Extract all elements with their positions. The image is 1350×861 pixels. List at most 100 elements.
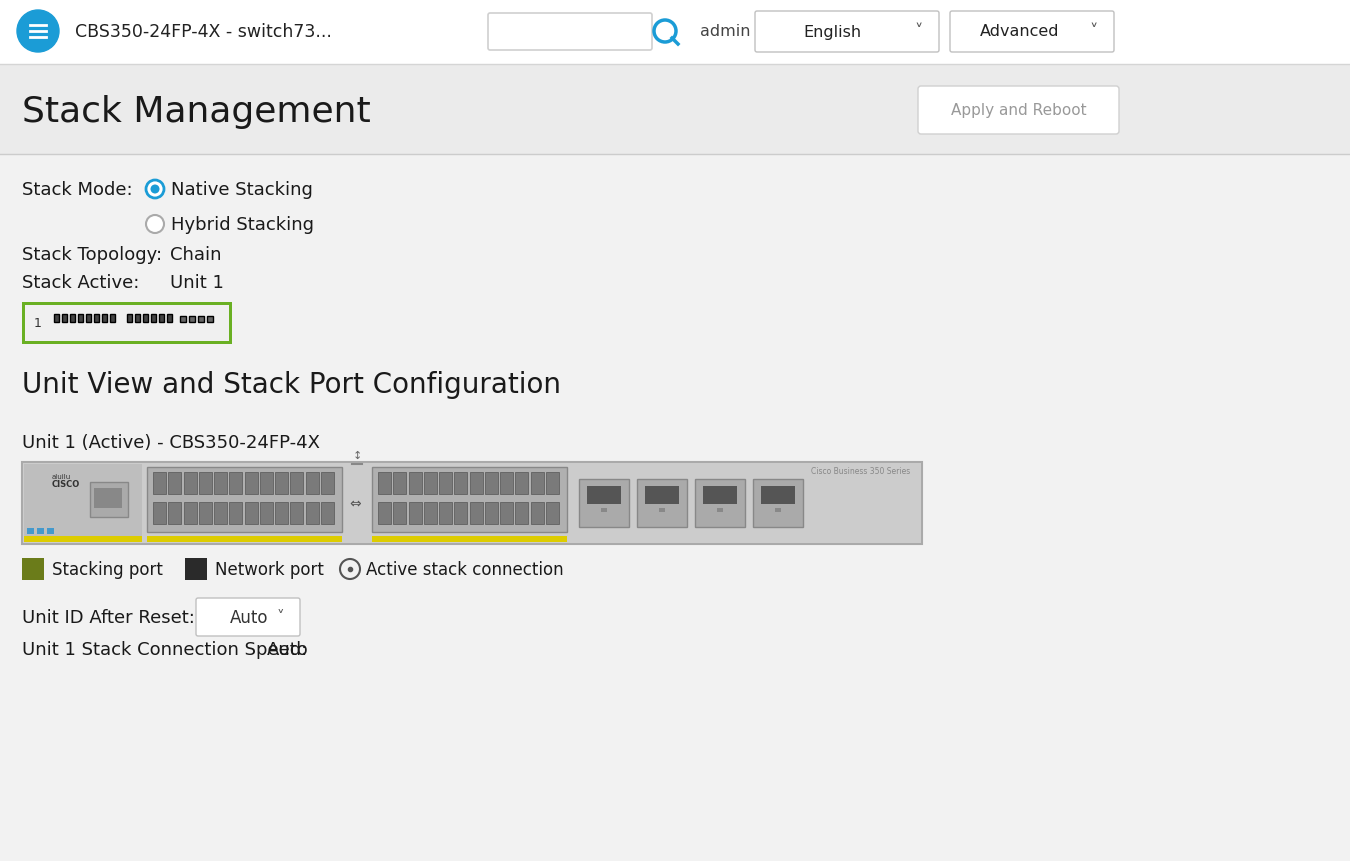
- FancyBboxPatch shape: [579, 480, 629, 528]
- Text: Unit 1: Unit 1: [170, 274, 224, 292]
- FancyBboxPatch shape: [215, 503, 227, 524]
- FancyBboxPatch shape: [230, 473, 242, 494]
- Text: Unit 1 (Active) - CBS350-24FP-4X: Unit 1 (Active) - CBS350-24FP-4X: [22, 433, 320, 451]
- FancyBboxPatch shape: [135, 314, 140, 323]
- FancyBboxPatch shape: [26, 306, 230, 342]
- FancyBboxPatch shape: [22, 303, 232, 344]
- FancyBboxPatch shape: [601, 508, 608, 512]
- FancyBboxPatch shape: [703, 486, 737, 505]
- FancyBboxPatch shape: [22, 558, 45, 580]
- FancyBboxPatch shape: [753, 480, 803, 528]
- FancyBboxPatch shape: [95, 488, 122, 508]
- FancyBboxPatch shape: [393, 473, 406, 494]
- Text: Network port: Network port: [215, 561, 324, 579]
- Text: CISCO: CISCO: [53, 480, 80, 489]
- FancyBboxPatch shape: [244, 503, 258, 524]
- FancyBboxPatch shape: [918, 87, 1119, 135]
- FancyBboxPatch shape: [424, 473, 437, 494]
- FancyBboxPatch shape: [185, 558, 207, 580]
- FancyBboxPatch shape: [373, 468, 567, 532]
- FancyBboxPatch shape: [409, 473, 421, 494]
- FancyBboxPatch shape: [695, 480, 745, 528]
- FancyBboxPatch shape: [500, 503, 513, 524]
- FancyBboxPatch shape: [531, 503, 544, 524]
- FancyBboxPatch shape: [545, 503, 559, 524]
- FancyBboxPatch shape: [516, 473, 528, 494]
- FancyBboxPatch shape: [23, 463, 921, 543]
- FancyBboxPatch shape: [950, 12, 1114, 53]
- FancyBboxPatch shape: [321, 503, 333, 524]
- Circle shape: [146, 181, 163, 199]
- FancyBboxPatch shape: [70, 314, 76, 323]
- FancyBboxPatch shape: [393, 503, 406, 524]
- FancyBboxPatch shape: [153, 473, 166, 494]
- FancyBboxPatch shape: [305, 503, 319, 524]
- FancyBboxPatch shape: [184, 503, 197, 524]
- Text: Advanced: Advanced: [980, 24, 1058, 40]
- FancyBboxPatch shape: [378, 503, 392, 524]
- FancyBboxPatch shape: [755, 12, 940, 53]
- Text: ⇔: ⇔: [350, 497, 360, 511]
- FancyBboxPatch shape: [290, 503, 304, 524]
- FancyBboxPatch shape: [184, 473, 197, 494]
- FancyBboxPatch shape: [516, 503, 528, 524]
- FancyBboxPatch shape: [54, 314, 59, 323]
- Text: Auto: Auto: [230, 608, 269, 626]
- FancyBboxPatch shape: [761, 486, 795, 505]
- FancyBboxPatch shape: [198, 473, 212, 494]
- FancyBboxPatch shape: [22, 462, 922, 544]
- FancyBboxPatch shape: [90, 482, 128, 517]
- FancyBboxPatch shape: [321, 473, 333, 494]
- Text: Stack Mode:: Stack Mode:: [22, 181, 132, 199]
- FancyBboxPatch shape: [485, 473, 498, 494]
- FancyBboxPatch shape: [207, 317, 213, 323]
- FancyBboxPatch shape: [169, 503, 181, 524]
- FancyBboxPatch shape: [215, 473, 227, 494]
- FancyBboxPatch shape: [500, 473, 513, 494]
- FancyBboxPatch shape: [659, 508, 666, 512]
- FancyBboxPatch shape: [305, 473, 319, 494]
- FancyBboxPatch shape: [147, 536, 342, 542]
- FancyBboxPatch shape: [127, 314, 132, 323]
- Text: Stack Topology:: Stack Topology:: [22, 245, 162, 263]
- FancyBboxPatch shape: [0, 65, 1350, 155]
- FancyBboxPatch shape: [27, 529, 34, 535]
- FancyBboxPatch shape: [587, 486, 621, 505]
- FancyBboxPatch shape: [196, 598, 300, 636]
- Text: Apply and Reboot: Apply and Reboot: [950, 103, 1087, 118]
- Text: ˅: ˅: [1089, 23, 1098, 41]
- Text: Active stack connection: Active stack connection: [366, 561, 564, 579]
- Text: Auto: Auto: [267, 641, 309, 659]
- Text: 1: 1: [34, 317, 42, 330]
- FancyBboxPatch shape: [36, 529, 45, 535]
- FancyBboxPatch shape: [78, 314, 82, 323]
- FancyBboxPatch shape: [109, 314, 115, 323]
- FancyBboxPatch shape: [290, 473, 304, 494]
- FancyBboxPatch shape: [545, 473, 559, 494]
- FancyBboxPatch shape: [153, 503, 166, 524]
- Text: Unit View and Stack Port Configuration: Unit View and Stack Port Configuration: [22, 370, 562, 399]
- FancyBboxPatch shape: [717, 508, 724, 512]
- Text: Stacking port: Stacking port: [53, 561, 163, 579]
- FancyBboxPatch shape: [198, 317, 204, 323]
- FancyBboxPatch shape: [167, 314, 171, 323]
- FancyBboxPatch shape: [439, 473, 452, 494]
- FancyBboxPatch shape: [86, 314, 90, 323]
- FancyBboxPatch shape: [775, 508, 782, 512]
- FancyBboxPatch shape: [180, 317, 186, 323]
- Text: Cisco Business 350 Series: Cisco Business 350 Series: [811, 467, 910, 476]
- Text: Hybrid Stacking: Hybrid Stacking: [171, 216, 315, 233]
- FancyBboxPatch shape: [275, 473, 288, 494]
- Text: Stack Management: Stack Management: [22, 95, 371, 128]
- Text: admin: admin: [701, 24, 751, 40]
- FancyBboxPatch shape: [259, 503, 273, 524]
- FancyBboxPatch shape: [645, 486, 679, 505]
- Text: Native Stacking: Native Stacking: [171, 181, 313, 199]
- Text: aluilu: aluilu: [53, 474, 72, 480]
- Text: Chain: Chain: [170, 245, 221, 263]
- FancyBboxPatch shape: [409, 503, 421, 524]
- FancyBboxPatch shape: [47, 529, 54, 535]
- FancyBboxPatch shape: [189, 317, 194, 323]
- FancyBboxPatch shape: [159, 314, 163, 323]
- FancyBboxPatch shape: [143, 314, 148, 323]
